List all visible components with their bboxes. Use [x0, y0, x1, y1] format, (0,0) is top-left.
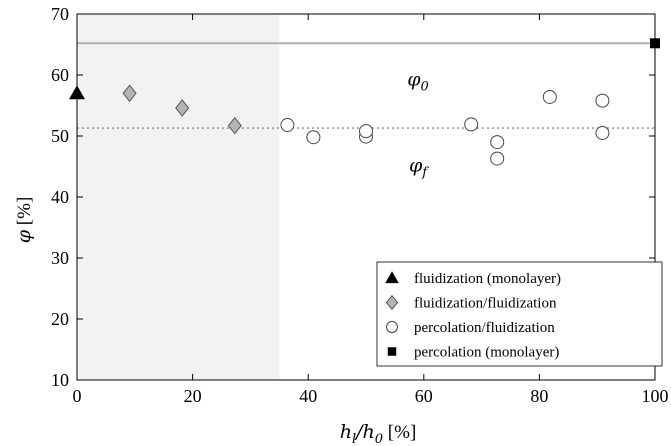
y-tick-label: 20	[51, 309, 69, 329]
annotations-layer: φ0 φf	[407, 68, 429, 180]
shaded-region-layer	[77, 14, 280, 380]
data-point-circle	[280, 118, 295, 133]
reference-lines-layer	[77, 42, 655, 129]
legend-label: percolation/fluidization	[414, 320, 555, 336]
annotation-phi0: φ0	[407, 68, 429, 94]
data-point-circle	[306, 130, 321, 145]
data-point-circle	[595, 93, 610, 108]
x-tick-label: 60	[415, 386, 433, 406]
x-tick-label: 80	[530, 386, 548, 406]
y-axis-label: φ [%]	[13, 197, 35, 244]
legend-marker-circle	[385, 320, 399, 334]
legend: fluidization (monolayer) fluidization/flu…	[376, 261, 663, 367]
x-tick-label: 100	[642, 386, 669, 406]
data-point-circle	[542, 89, 557, 104]
legend-marker-square	[387, 347, 397, 356]
legend-box	[376, 261, 663, 367]
legend-label: fluidization/fluidization	[414, 296, 557, 312]
data-point-circle	[359, 124, 373, 139]
x-tick-label: 0	[73, 386, 82, 406]
y-tick-label: 40	[51, 187, 69, 207]
legend-label: percolation (monolayer)	[414, 345, 559, 361]
legend-marker-diamond	[385, 294, 399, 311]
data-point-diamond	[227, 116, 242, 135]
data-point-circle	[490, 151, 505, 166]
data-point-circle	[490, 135, 505, 150]
data-point-circle	[464, 117, 479, 132]
data-point-circle	[595, 125, 610, 140]
legend-label: fluidization (monolayer)	[414, 271, 561, 287]
y-tick-label: 10	[51, 370, 69, 390]
x-tick-label: 20	[184, 386, 202, 406]
y-tick-label: 50	[51, 126, 69, 146]
x-tick-label: 40	[299, 386, 317, 406]
y-tick-label: 60	[51, 65, 69, 85]
annotation-phif: φf	[409, 154, 429, 180]
axis-ticks-layer: 0 20 40 60 80 100 10 20 30 40 50 60 70	[51, 4, 669, 406]
y-tick-label: 70	[51, 4, 69, 24]
data-point-diamond	[122, 84, 137, 103]
data-points-layer	[69, 38, 660, 166]
shaded-region	[77, 14, 280, 380]
x-axis-label: hl/h0 [%]	[340, 421, 417, 446]
data-point-diamond	[175, 99, 190, 117]
y-tick-label: 30	[51, 248, 69, 268]
legend-marker-triangle	[385, 271, 399, 284]
